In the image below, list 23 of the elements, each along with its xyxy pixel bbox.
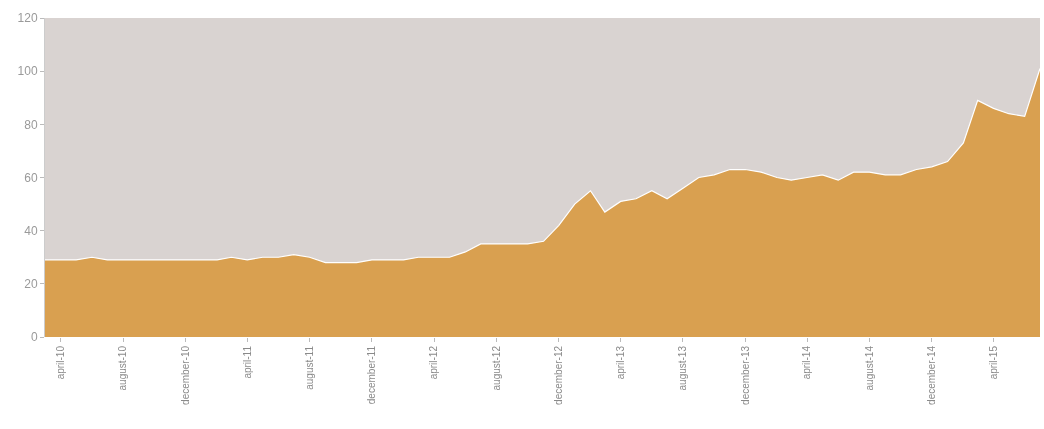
y-tick-label: 20 [24, 277, 38, 292]
x-tick-label: august-13 [677, 345, 689, 391]
x-tick-label: april-10 [55, 345, 67, 380]
x-tick-label: april-12 [428, 345, 440, 380]
x-tick-label: december-12 [553, 345, 565, 405]
y-tick-label: 100 [17, 64, 38, 79]
x-tick-label: december-11 [366, 345, 378, 405]
x-tick-label: august-12 [490, 345, 502, 391]
y-tick-label: 60 [24, 170, 38, 185]
y-tick-label: 120 [17, 11, 38, 26]
x-tick-label: august-14 [863, 345, 875, 391]
x-tick-label: august-10 [117, 345, 129, 391]
x-tick-label: april-13 [614, 345, 626, 380]
x-tick-label: april-11 [241, 345, 253, 379]
y-tick-label: 40 [24, 223, 38, 238]
x-tick-label: april-14 [801, 345, 813, 380]
x-tick-label: december-13 [739, 345, 751, 405]
x-tick-label: december-10 [179, 345, 191, 405]
y-tick-label: 0 [30, 330, 38, 345]
x-tick-label: april-15 [987, 345, 999, 380]
x-tick-label: august-11 [303, 345, 315, 390]
x-tick-label: december-14 [925, 345, 937, 405]
y-tick-label: 80 [24, 117, 38, 132]
